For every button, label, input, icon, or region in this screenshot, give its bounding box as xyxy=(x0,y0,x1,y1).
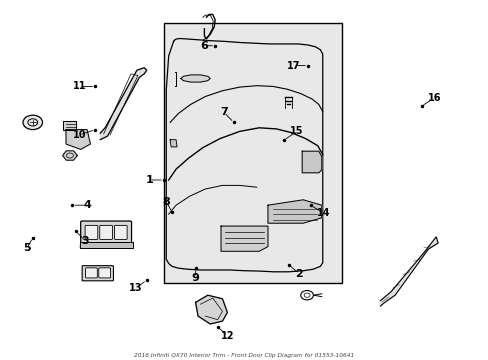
Text: 8: 8 xyxy=(162,197,170,207)
Polygon shape xyxy=(100,68,146,140)
FancyBboxPatch shape xyxy=(85,225,98,239)
Text: 3: 3 xyxy=(81,236,89,246)
FancyBboxPatch shape xyxy=(163,23,342,283)
Text: 10: 10 xyxy=(72,130,86,140)
Text: 15: 15 xyxy=(289,126,303,136)
Polygon shape xyxy=(380,237,437,306)
FancyBboxPatch shape xyxy=(81,221,131,243)
Polygon shape xyxy=(195,295,227,324)
Text: 2016 Infiniti QX70 Interior Trim - Front Door Clip Diagram for 01553-10641: 2016 Infiniti QX70 Interior Trim - Front… xyxy=(134,353,354,358)
Text: 6: 6 xyxy=(200,41,208,51)
Polygon shape xyxy=(62,121,76,130)
Text: 2: 2 xyxy=(295,269,303,279)
Text: 17: 17 xyxy=(286,60,300,71)
FancyBboxPatch shape xyxy=(114,225,127,239)
FancyBboxPatch shape xyxy=(99,268,110,278)
Circle shape xyxy=(300,291,313,300)
Polygon shape xyxy=(62,151,77,160)
Text: 4: 4 xyxy=(83,200,91,210)
FancyBboxPatch shape xyxy=(85,268,97,278)
Polygon shape xyxy=(170,140,177,147)
Text: 1: 1 xyxy=(145,175,153,185)
Text: 14: 14 xyxy=(316,208,330,218)
Text: 7: 7 xyxy=(220,107,227,117)
FancyBboxPatch shape xyxy=(82,266,113,281)
Polygon shape xyxy=(267,200,321,223)
Polygon shape xyxy=(302,151,321,173)
Text: 5: 5 xyxy=(23,243,31,253)
Polygon shape xyxy=(80,243,133,248)
Circle shape xyxy=(23,115,42,130)
Text: 16: 16 xyxy=(427,93,440,103)
Polygon shape xyxy=(221,226,267,251)
Polygon shape xyxy=(181,75,210,82)
FancyBboxPatch shape xyxy=(100,225,112,239)
Text: 13: 13 xyxy=(129,283,142,293)
Polygon shape xyxy=(66,130,90,149)
Text: 11: 11 xyxy=(72,81,86,91)
Text: 9: 9 xyxy=(191,273,199,283)
Text: 12: 12 xyxy=(220,330,234,341)
